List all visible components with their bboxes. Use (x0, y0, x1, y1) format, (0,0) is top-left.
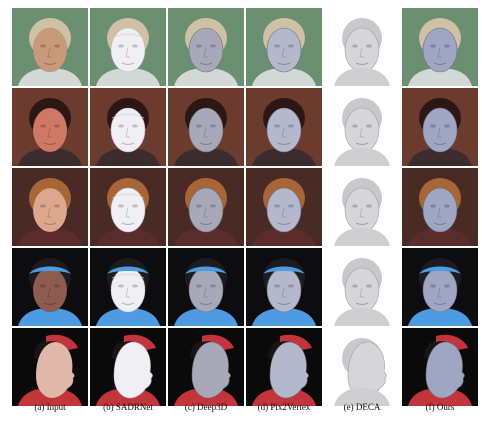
figure-row (12, 328, 478, 406)
deca-mesh (324, 88, 400, 166)
figure-grid (12, 8, 478, 408)
deep3d-overlay (168, 8, 244, 86)
deca-mesh (324, 168, 400, 246)
pix2vertex-overlay (246, 168, 322, 246)
sadrnet-mesh (90, 248, 166, 326)
ours-overlay (402, 248, 478, 326)
ours-overlay (402, 88, 478, 166)
deca-mesh (324, 328, 400, 406)
sadrnet-mesh (90, 328, 166, 406)
input-photo (12, 168, 88, 246)
caption-pix2vertex: (d) Pix2Vertex (257, 402, 311, 412)
figure-row (12, 8, 478, 86)
caption-deep3d: (c) Deep3D (184, 402, 228, 412)
sadrnet-mesh (90, 168, 166, 246)
pix2vertex-overlay (246, 328, 322, 406)
caption-row: (a) Input (b) SADRNet (c) Deep3D (d) Pix… (12, 402, 478, 412)
input-photo (12, 328, 88, 406)
input-photo (12, 8, 88, 86)
deep3d-overlay (168, 328, 244, 406)
ours-overlay (402, 8, 478, 86)
deep3d-overlay (168, 88, 244, 166)
deca-mesh (324, 8, 400, 86)
figure-row (12, 88, 478, 166)
caption-ours: (f) Ours (425, 402, 455, 412)
sadrnet-mesh (90, 88, 166, 166)
deep3d-overlay (168, 168, 244, 246)
ours-overlay (402, 328, 478, 406)
pix2vertex-overlay (246, 8, 322, 86)
deca-mesh (324, 248, 400, 326)
caption-sadrnet: (b) SADRNet (103, 402, 153, 412)
figure-row (12, 168, 478, 246)
caption-input: (a) Input (34, 402, 66, 412)
sadrnet-mesh (90, 8, 166, 86)
pix2vertex-overlay (246, 88, 322, 166)
figure-row (12, 248, 478, 326)
input-photo (12, 88, 88, 166)
ours-overlay (402, 168, 478, 246)
pix2vertex-overlay (246, 248, 322, 326)
deep3d-overlay (168, 248, 244, 326)
caption-deca: (e) DECA (343, 402, 381, 412)
input-photo (12, 248, 88, 326)
